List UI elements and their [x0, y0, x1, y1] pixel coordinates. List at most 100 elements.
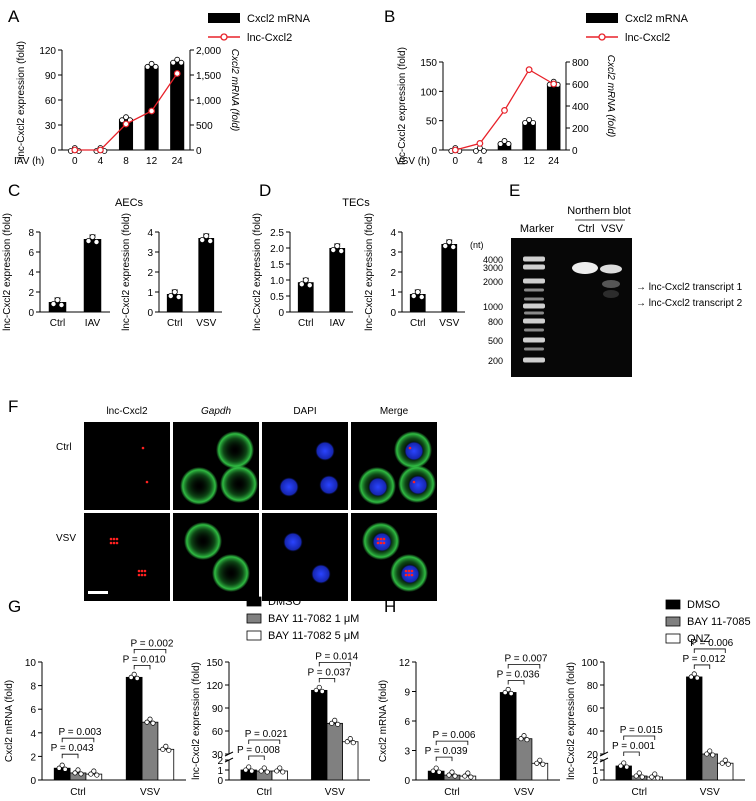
blot-transcript-2-arrow: →	[636, 298, 649, 309]
data-dot	[656, 776, 660, 780]
significance-bracket	[436, 757, 452, 761]
y-tick-label: 6	[30, 705, 36, 716]
chart-h2: 01220406080100Ctrl VSVP = 0.001P = 0.015P…	[566, 638, 745, 798]
data-dot	[51, 301, 56, 306]
blot-size-label: 3000	[483, 263, 503, 273]
x-tick-label: 24	[548, 156, 560, 167]
y-tick-label: 150	[420, 58, 437, 69]
data-dot	[339, 248, 344, 253]
data-dot	[247, 765, 251, 769]
p-value-label: P = 0.012	[683, 654, 726, 665]
data-dot	[95, 773, 99, 777]
rna-signal	[405, 574, 408, 577]
micro-column-label: DAPI	[293, 406, 316, 417]
bar	[54, 768, 70, 780]
y-tick-label: 3	[147, 248, 153, 259]
x-tick-label: IAV	[330, 318, 346, 329]
ladder-band	[524, 289, 544, 292]
line-point	[149, 108, 155, 114]
bar	[522, 122, 536, 150]
y-tick-label: 0	[390, 308, 396, 319]
y-right-tick-label: 400	[572, 102, 589, 113]
y-right-tick-label: 1,000	[196, 96, 221, 107]
cell-nucleus	[408, 475, 428, 495]
data-dot	[653, 772, 657, 776]
x-tick-label: VSV	[514, 787, 534, 798]
y-tick-label: 2	[28, 288, 34, 299]
data-dot	[307, 283, 312, 288]
x-tick-label: Ctrl	[631, 787, 647, 798]
rna-signal	[408, 574, 411, 577]
y-tick-label: 1	[390, 288, 396, 299]
data-dot	[208, 238, 213, 243]
y-tick-label: 1	[147, 288, 153, 299]
cell-nucleus	[319, 475, 339, 495]
data-dot	[153, 64, 158, 69]
bar	[329, 248, 345, 312]
rna-signal	[141, 574, 144, 577]
rna-signal	[409, 447, 412, 450]
data-dot	[333, 718, 337, 722]
significance-bracket	[249, 756, 265, 760]
micro-image-tile	[84, 513, 170, 601]
scale-bar	[88, 591, 108, 594]
p-value-label: P = 0.015	[620, 725, 663, 736]
p-value-label: P = 0.002	[131, 638, 174, 649]
ladder-band	[524, 329, 544, 332]
data-dot	[538, 758, 542, 762]
data-dot	[506, 141, 511, 146]
legend-b: Cxcl2 mRNA lnc-Cxcl2	[586, 13, 689, 44]
micro-column-label: Merge	[380, 406, 409, 417]
data-dot	[506, 687, 510, 691]
data-dot	[637, 771, 641, 775]
y-tick-label: 60	[587, 704, 599, 715]
y-right-tick-label: 500	[196, 121, 213, 132]
data-dot	[60, 763, 64, 767]
chart-a: 030609012005001,0001,5002,0000 4 8 12 24IAV …	[14, 41, 240, 167]
y-tick-label: 150	[206, 658, 223, 669]
x-tick-label: Ctrl	[50, 318, 66, 329]
panel-letter-e: E	[509, 181, 520, 200]
rna-signal	[383, 542, 386, 545]
data-dot	[437, 770, 441, 774]
bar	[516, 739, 532, 780]
line-point	[174, 71, 180, 77]
p-value-label: P = 0.008	[237, 745, 280, 756]
data-dot	[348, 737, 352, 741]
blot-transcript-2-label: → lnc-Cxcl2 transcript 2	[636, 298, 743, 309]
x-tick-label: VSV	[196, 318, 216, 329]
significance-bracket	[134, 649, 166, 653]
y-tick-label: 30	[212, 750, 224, 761]
rna-signal	[141, 570, 144, 573]
data-dot	[250, 769, 254, 773]
bar	[327, 723, 343, 780]
data-dot	[522, 734, 526, 738]
bar	[532, 763, 548, 780]
panel-letter-c: C	[8, 181, 20, 200]
blot-band-vsv-smear	[603, 290, 619, 298]
legend-h-swatch-1	[666, 617, 680, 626]
chart-g1: 0246810Ctrl VSVP = 0.043P = 0.003P = 0.01…	[4, 638, 186, 798]
legend-a-line-label: lnc-Cxcl2	[247, 32, 292, 44]
chart-c1: 02468Ctrl IAVlnc-Cxcl2 expression (fold)	[2, 213, 110, 331]
legend-b-line-marker	[599, 34, 605, 40]
ladder-band	[523, 319, 545, 324]
data-dot	[179, 60, 184, 65]
legend-g: DMSO BAY 11-7082 1 μM BAY 11-7082 5 μM	[247, 596, 359, 642]
bar	[126, 677, 142, 780]
data-dot	[79, 772, 83, 776]
line-point	[453, 147, 459, 153]
data-dot	[63, 767, 67, 771]
y-tick-label: 2	[30, 752, 36, 763]
y-right-tick-label: 1,500	[196, 71, 221, 82]
y-axis-label: lnc-Cxcl2 expression (fold)	[252, 213, 263, 331]
blot-band-ctrl-transcript-1	[572, 262, 598, 274]
y-axis-label: lnc-Cxcl2 expression (fold)	[397, 47, 408, 165]
bar	[547, 84, 561, 150]
y-tick-label: 6	[28, 248, 34, 259]
legend-g-label-2: BAY 11-7082 5 μM	[268, 630, 359, 642]
micro-row-label: VSV	[56, 533, 76, 544]
data-dot	[135, 676, 139, 680]
data-dot	[451, 244, 456, 249]
y-axis-label: lnc-Cxcl2 expression (fold)	[16, 41, 27, 159]
